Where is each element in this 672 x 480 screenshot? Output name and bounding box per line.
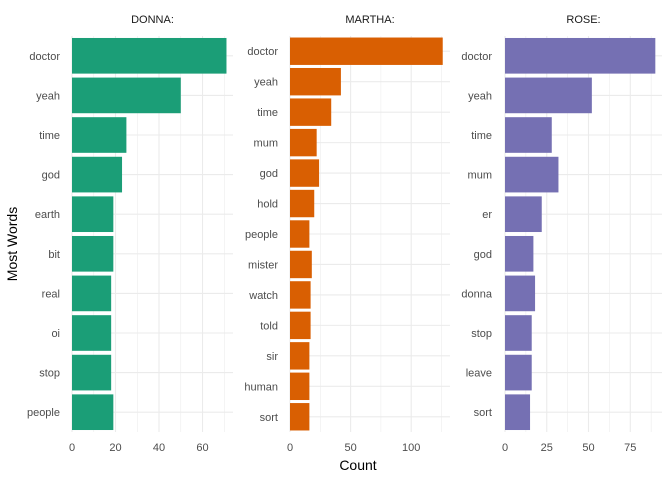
category-label: human xyxy=(244,381,278,393)
bar-yeah xyxy=(72,77,181,114)
bar-hold xyxy=(290,189,315,218)
category-label: leave xyxy=(466,368,492,380)
bar-leave xyxy=(505,354,532,391)
y-axis-title: Most Words xyxy=(4,207,20,281)
bar-real xyxy=(72,275,112,312)
category-label: sir xyxy=(266,351,278,363)
bar-people xyxy=(290,220,310,248)
category-label: sort xyxy=(474,407,492,419)
bar-time xyxy=(290,98,332,126)
bar-earth xyxy=(72,196,114,233)
category-label: yeah xyxy=(36,90,60,102)
category-label: stop xyxy=(39,368,60,380)
category-label: doctor xyxy=(29,51,60,63)
category-label: er xyxy=(482,209,492,221)
x-tick-label: 20 xyxy=(109,442,121,454)
facet-title: MARTHA: xyxy=(345,14,394,26)
bar-watch xyxy=(290,281,311,309)
x-tick-label: 0 xyxy=(69,442,75,454)
bar-stop xyxy=(72,354,112,391)
category-label: stop xyxy=(471,328,492,340)
category-label: time xyxy=(471,130,492,142)
category-label: oi xyxy=(51,328,60,340)
bar-donna xyxy=(505,275,536,312)
facet-rose: ROSE: 0 25 50 75 doctor yeah time mum er god donna s… xyxy=(461,14,662,454)
bar-stop xyxy=(505,315,532,351)
bar-time xyxy=(505,117,552,153)
category-label: bit xyxy=(48,249,60,261)
facet-donna: DONNA: 0 20 40 60 doctor yeah time god earth bit re… xyxy=(27,14,233,454)
category-label: watch xyxy=(248,290,278,302)
x-tick-label: 50 xyxy=(344,442,356,454)
category-label: real xyxy=(42,288,60,300)
x-tick-label: 50 xyxy=(582,442,594,454)
category-label: yeah xyxy=(468,90,492,102)
bar-god xyxy=(290,159,320,187)
category-label: yeah xyxy=(254,77,278,89)
category-label: time xyxy=(39,130,60,142)
category-label: earth xyxy=(35,209,60,221)
category-label: mum xyxy=(254,138,278,150)
category-label: doctor xyxy=(461,51,492,63)
bar-yeah xyxy=(505,77,592,114)
category-label: people xyxy=(245,229,278,241)
bar-doctor xyxy=(72,37,227,74)
x-tick-label: 100 xyxy=(402,442,420,454)
bar-bit xyxy=(72,235,114,272)
bar-people xyxy=(72,394,114,431)
bar-told xyxy=(290,311,311,340)
category-label: mister xyxy=(248,259,278,271)
bar-mum xyxy=(290,128,317,157)
x-tick-label: 25 xyxy=(541,442,553,454)
category-label: time xyxy=(257,107,278,119)
category-label: god xyxy=(474,249,492,261)
bar-sort xyxy=(505,394,531,431)
bar-god xyxy=(72,156,123,193)
category-label: doctor xyxy=(247,46,278,58)
bar-sir xyxy=(290,342,310,370)
bar-oi xyxy=(72,315,112,351)
category-label: sort xyxy=(260,412,278,424)
x-tick-label: 0 xyxy=(502,442,508,454)
bar-mum xyxy=(505,156,559,193)
bar-god xyxy=(505,235,534,272)
bar-time xyxy=(72,117,127,153)
category-label: told xyxy=(260,320,278,332)
x-axis-title: Count xyxy=(339,457,376,473)
bar-er xyxy=(505,196,542,233)
category-label: donna xyxy=(461,288,492,300)
category-label: people xyxy=(27,407,60,419)
facet-martha: MARTHA: 0 50 100 doctor yeah time mum god hold peo… xyxy=(244,14,450,454)
category-label: god xyxy=(42,170,60,182)
bar-yeah xyxy=(290,67,341,96)
bar-human xyxy=(290,372,310,401)
facet-title: ROSE: xyxy=(566,14,600,26)
x-tick-label: 75 xyxy=(624,442,636,454)
category-label: mum xyxy=(468,170,492,182)
category-label: hold xyxy=(257,199,278,211)
bar-doctor xyxy=(290,37,443,65)
bar-sort xyxy=(290,403,310,431)
x-tick-label: 0 xyxy=(287,442,293,454)
bar-mister xyxy=(290,250,312,279)
facet-title: DONNA: xyxy=(131,14,174,26)
x-tick-label: 40 xyxy=(153,442,165,454)
x-tick-label: 60 xyxy=(196,442,208,454)
panels: DONNA: 0 20 40 60 doctor yeah time god earth bit re… xyxy=(27,14,662,454)
bar-doctor xyxy=(505,37,656,74)
category-label: god xyxy=(260,168,278,180)
